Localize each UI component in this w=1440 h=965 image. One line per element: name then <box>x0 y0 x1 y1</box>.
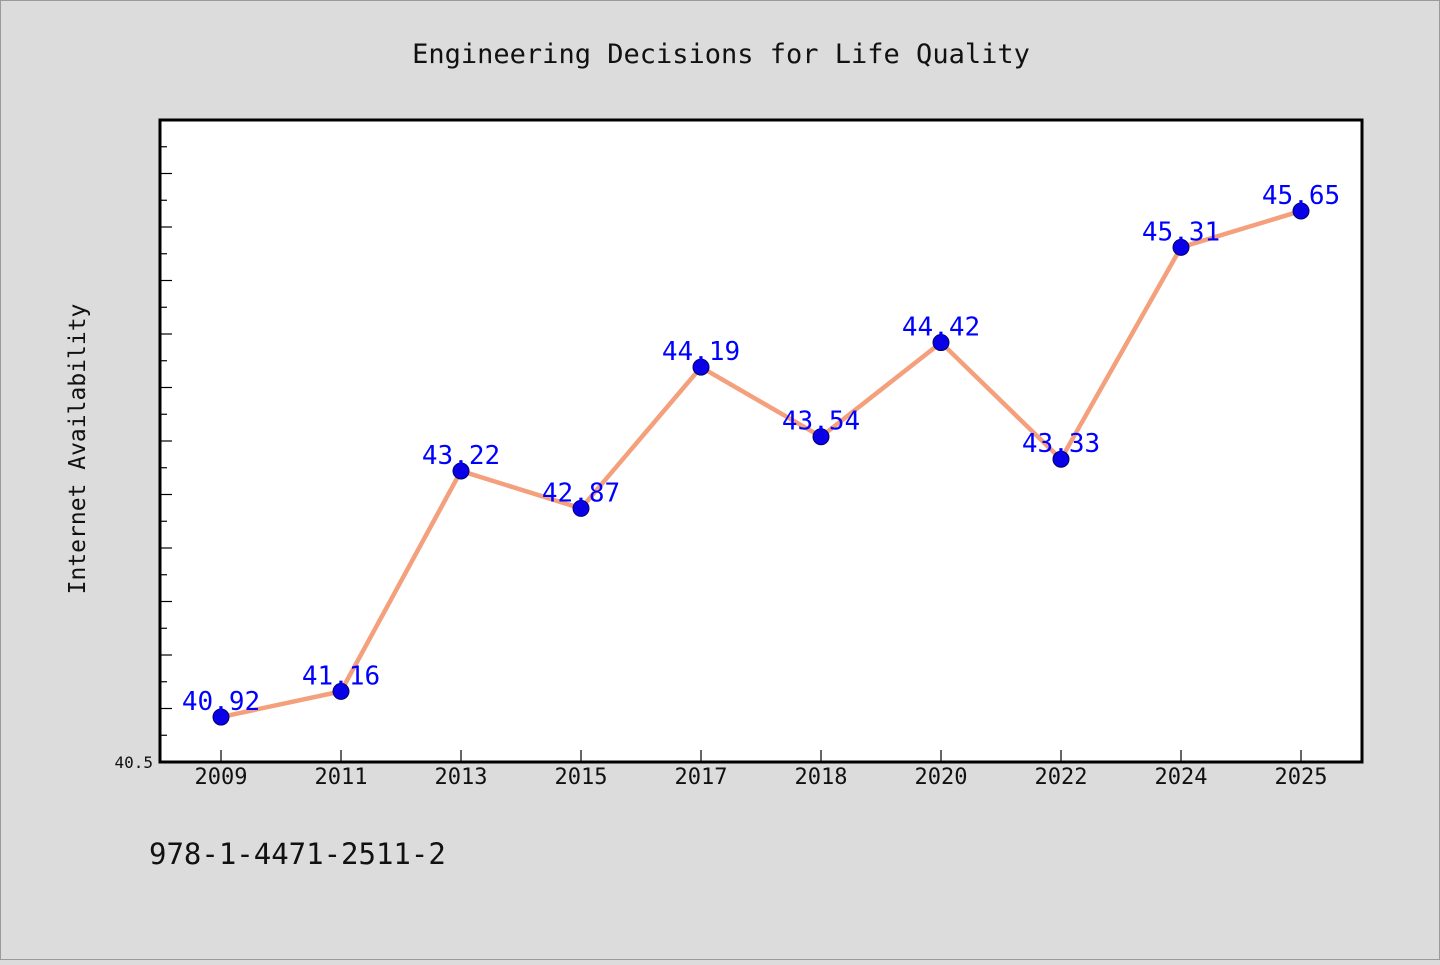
data-point <box>1052 450 1070 468</box>
data-markers <box>212 202 1310 726</box>
data-label: 43.54 <box>782 407 860 437</box>
isbn-text: 978-1-4471-2511-2 <box>149 837 446 871</box>
x-tick-label: 2011 <box>315 765 368 790</box>
y-tick-label: 40.5 <box>114 753 153 772</box>
data-label: 42.87 <box>542 478 620 508</box>
x-tick-label: 2024 <box>1155 765 1208 790</box>
series-line <box>218 208 1304 720</box>
x-tick-label: 2018 <box>795 765 848 790</box>
data-point <box>452 462 470 480</box>
x-tick-label: 2022 <box>1035 765 1088 790</box>
data-point <box>812 428 830 446</box>
x-tick-label: 2009 <box>195 765 248 790</box>
y-axis-label: Internet Availability <box>65 304 91 595</box>
chart-title: Engineering Decisions for Life Quality <box>412 39 1030 70</box>
data-label: 43.33 <box>1022 429 1100 459</box>
x-tick-label: 2017 <box>675 765 728 790</box>
data-label: 44.19 <box>662 337 740 367</box>
data-label: 45.31 <box>1142 217 1220 247</box>
x-axis-tick-labels: 2009 2011 2013 2015 2017 2018 2020 2022 2024 2025 <box>195 765 1328 790</box>
data-label: 43.22 <box>422 441 500 471</box>
data-point <box>572 499 590 517</box>
data-labels: 40.92 41.16 43.22 42.87 44.19 43.54 44.42 43.33… <box>182 181 1340 717</box>
data-label: 45.65 <box>1262 181 1340 211</box>
x-tick-label: 2015 <box>555 765 608 790</box>
data-label: 40.92 <box>182 687 260 717</box>
x-tick-label: 2020 <box>915 765 968 790</box>
data-point <box>212 708 230 726</box>
data-point <box>692 358 710 376</box>
data-point <box>932 334 950 352</box>
data-label: 41.16 <box>302 661 380 691</box>
data-label: 44.42 <box>902 313 980 343</box>
x-tick-label: 2013 <box>435 765 488 790</box>
data-point <box>332 682 350 700</box>
x-tick-label: 2025 <box>1275 765 1328 790</box>
data-point <box>1292 202 1310 220</box>
x-axis-ticks <box>220 750 1302 762</box>
y-axis-ticks <box>160 146 172 736</box>
data-point <box>1172 238 1190 256</box>
